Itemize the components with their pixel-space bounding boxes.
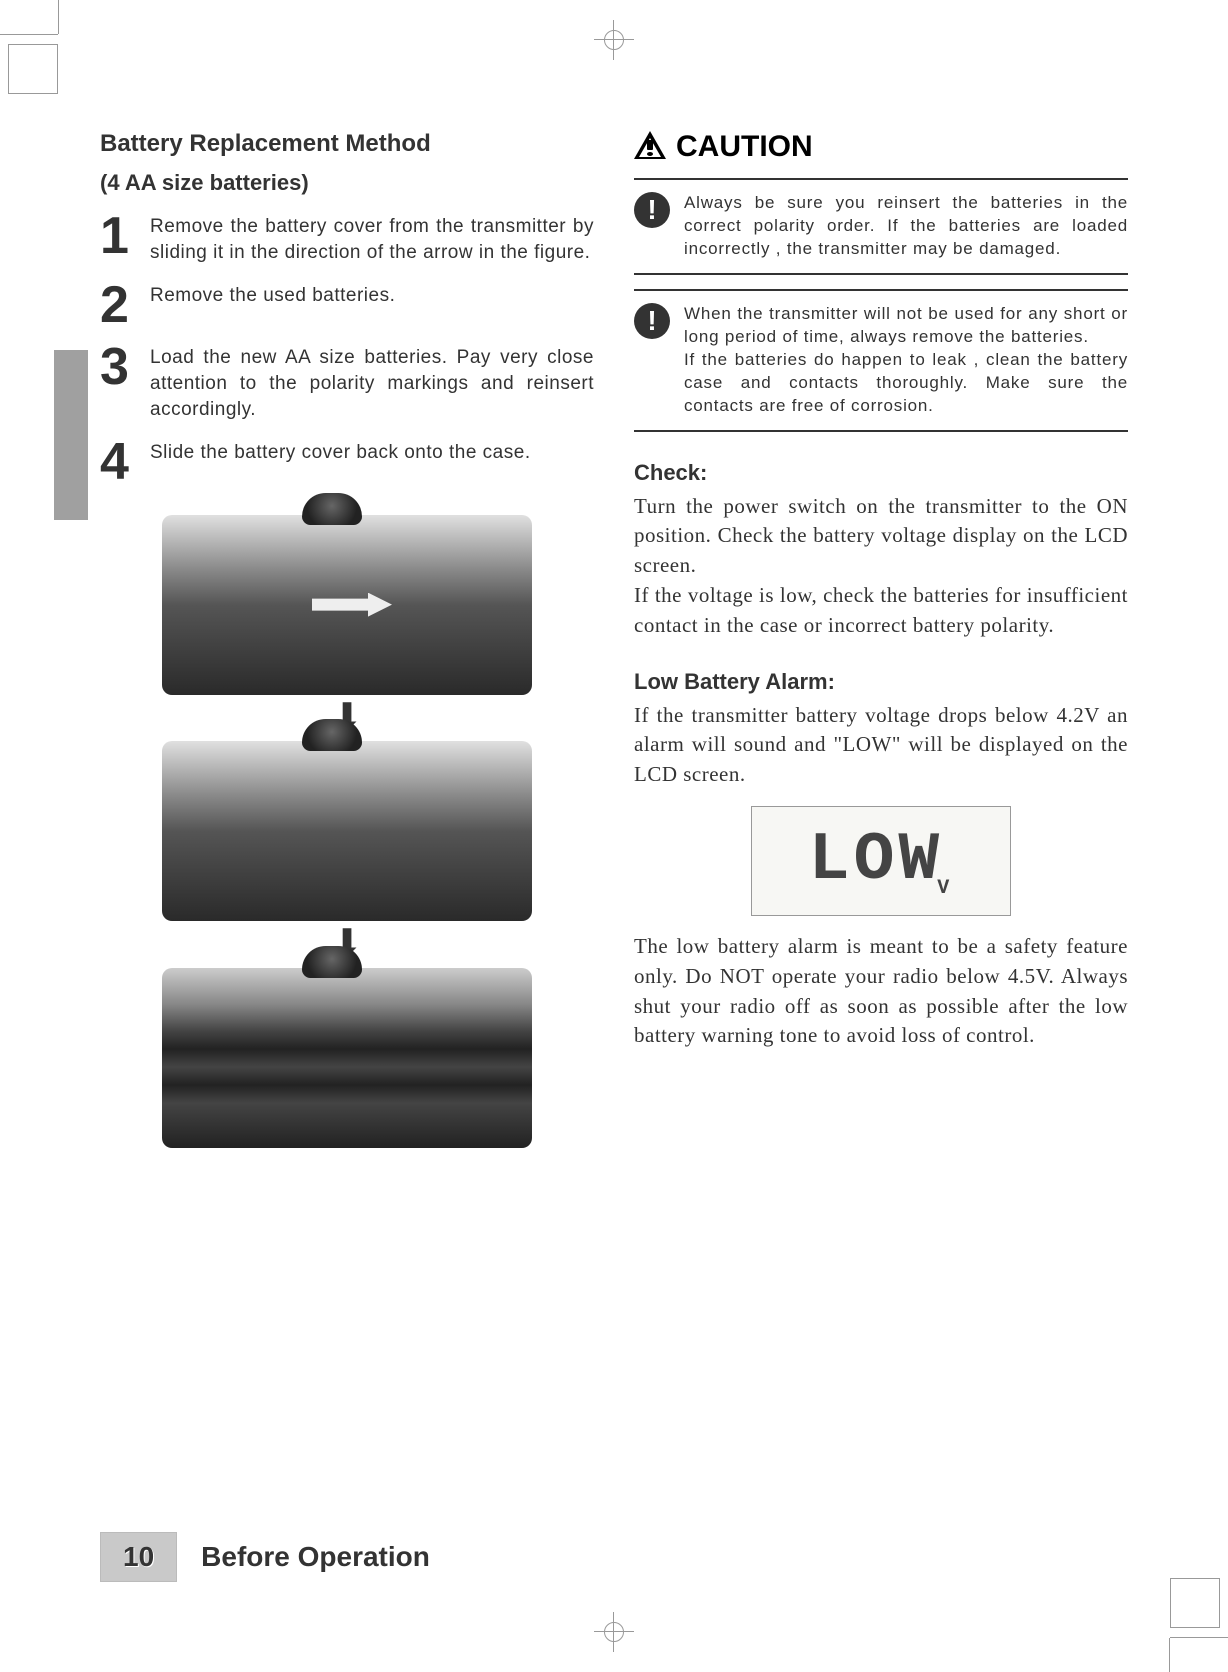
caution-title: CAUTION bbox=[676, 130, 813, 164]
step-number: 2 bbox=[100, 283, 140, 327]
figure-stack: ⬇ ⬇ bbox=[100, 515, 594, 1149]
device-figure-batteries bbox=[162, 968, 532, 1148]
check-heading: Check: bbox=[634, 460, 1128, 486]
check-text: Turn the power switch on the transmitter… bbox=[634, 492, 1128, 641]
lcd-value: LOW bbox=[809, 822, 943, 899]
caution-text: Always be sure you reinsert the batterie… bbox=[684, 192, 1128, 261]
caution-header: CAUTION bbox=[634, 130, 1128, 164]
crop-mark bbox=[0, 34, 58, 35]
left-column: Battery Replacement Method (4 AA size ba… bbox=[100, 130, 594, 1542]
step-text: Slide the battery cover back onto the ca… bbox=[150, 440, 531, 484]
step-4: 4 Slide the battery cover back onto the … bbox=[100, 440, 594, 484]
step-text: Remove the used batteries. bbox=[150, 283, 395, 327]
crop-mark bbox=[58, 0, 59, 34]
step-3: 3 Load the new AA size batteries. Pay ve… bbox=[100, 345, 594, 422]
right-column: CAUTION ! Always be sure you reinsert th… bbox=[634, 130, 1128, 1542]
step-number: 3 bbox=[100, 345, 140, 422]
registration-mark bbox=[594, 20, 634, 60]
page-content: Battery Replacement Method (4 AA size ba… bbox=[100, 130, 1128, 1542]
lcd-text: LOWV bbox=[809, 822, 953, 900]
section-title: Battery Replacement Method bbox=[100, 130, 594, 158]
side-tab bbox=[54, 350, 88, 520]
page-footer: 10 Before Operation bbox=[100, 1532, 430, 1582]
warning-triangle-icon bbox=[634, 131, 666, 159]
crop-mark-box bbox=[8, 44, 58, 94]
step-text: Remove the battery cover from the transm… bbox=[150, 214, 594, 265]
exclamation-icon: ! bbox=[634, 192, 670, 228]
exclamation-icon: ! bbox=[634, 303, 670, 339]
section-subtitle: (4 AA size batteries) bbox=[100, 170, 594, 196]
step-number: 4 bbox=[100, 440, 140, 484]
crop-mark bbox=[1169, 1638, 1170, 1672]
caution-box-1: ! Always be sure you reinsert the batter… bbox=[634, 178, 1128, 275]
registration-mark bbox=[594, 1612, 634, 1652]
device-figure-open bbox=[162, 741, 532, 921]
lcd-unit: V bbox=[937, 877, 953, 900]
footer-section-title: Before Operation bbox=[201, 1541, 430, 1573]
step-text: Load the new AA size batteries. Pay very… bbox=[150, 345, 594, 422]
caution-box-2: ! When the transmitter will not be used … bbox=[634, 289, 1128, 432]
step-number: 1 bbox=[100, 214, 140, 265]
low-battery-text-2: The low battery alarm is meant to be a s… bbox=[634, 932, 1128, 1051]
step-2: 2 Remove the used batteries. bbox=[100, 283, 594, 327]
crop-mark-box bbox=[1170, 1578, 1220, 1628]
page-number: 10 bbox=[100, 1532, 177, 1582]
device-figure-cover bbox=[162, 515, 532, 695]
caution-text: When the transmitter will not be used fo… bbox=[684, 303, 1128, 418]
lcd-display-figure: LOWV bbox=[751, 806, 1011, 916]
crop-mark bbox=[1170, 1637, 1228, 1638]
low-battery-heading: Low Battery Alarm: bbox=[634, 669, 1128, 695]
step-1: 1 Remove the battery cover from the tran… bbox=[100, 214, 594, 265]
low-battery-text-1: If the transmitter battery voltage drops… bbox=[634, 701, 1128, 790]
